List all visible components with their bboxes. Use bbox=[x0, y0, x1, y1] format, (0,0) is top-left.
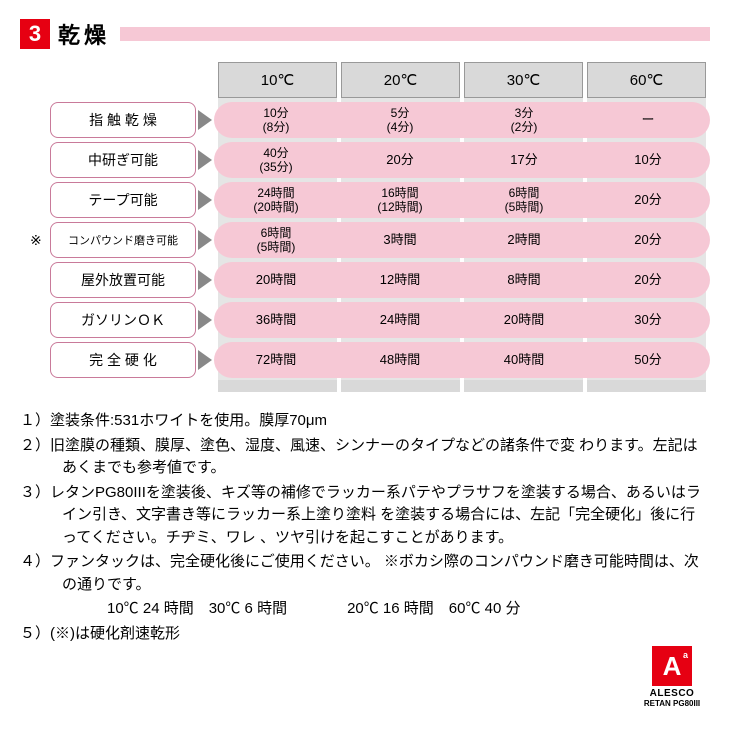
arrow-icon bbox=[198, 230, 212, 250]
cell: 20分 bbox=[586, 272, 710, 288]
col-header: 60℃ bbox=[587, 62, 706, 98]
drying-table: 10℃ 20℃ 30℃ 60℃ 指 触 乾 燥 10分(8分)5分(4分)3分(2… bbox=[50, 62, 710, 378]
col-header: 30℃ bbox=[464, 62, 583, 98]
table-row: 指 触 乾 燥 10分(8分)5分(4分)3分(2分)ー bbox=[50, 102, 710, 138]
cell: 12時間 bbox=[338, 272, 462, 288]
arrow-icon bbox=[198, 350, 212, 370]
note-line: ４）ファンタックは、完全硬化後にご使用ください。 ※ボカシ際のコンパウンド磨き可… bbox=[20, 551, 710, 596]
arrow-icon bbox=[198, 150, 212, 170]
cell: 6時間(5時間) bbox=[462, 186, 586, 215]
table-row: テープ可能 24時間(20時間)16時間(12時間)6時間(5時間)20分 bbox=[50, 182, 710, 218]
cell: 20時間 bbox=[462, 312, 586, 328]
brand-logo: Aa ALESCO RETAN PG80III bbox=[636, 646, 708, 708]
data-pill: 6時間(5時間)3時間2時間20分 bbox=[214, 222, 710, 258]
cell: 30分 bbox=[586, 312, 710, 328]
asterisk-marker: ※ bbox=[30, 232, 42, 249]
table-row: 中研ぎ可能 40分(35分)20分17分10分 bbox=[50, 142, 710, 178]
cell: 48時間 bbox=[338, 352, 462, 368]
note-line: 10℃ 24 時間 30℃ 6 時間 20℃ 16 時間 60℃ 40 分 bbox=[20, 598, 710, 621]
row-label: 指 触 乾 燥 bbox=[50, 102, 196, 138]
row-label: コンパウンド磨き可能 bbox=[50, 222, 196, 258]
logo-brand: ALESCO bbox=[636, 688, 708, 699]
cell: 24時間 bbox=[338, 312, 462, 328]
column-headers: 10℃ 20℃ 30℃ 60℃ bbox=[218, 62, 710, 98]
cell: 2時間 bbox=[462, 232, 586, 248]
cell: 6時間(5時間) bbox=[214, 226, 338, 255]
logo-product: RETAN PG80III bbox=[636, 699, 708, 708]
cell: 24時間(20時間) bbox=[214, 186, 338, 215]
section-header: 3 乾燥 bbox=[20, 18, 710, 50]
section-title: 乾燥 bbox=[58, 18, 110, 50]
note-line: ５）(※)は硬化剤速乾形 bbox=[20, 623, 710, 646]
table-row: 完 全 硬 化 72時間48時間40時間50分 bbox=[50, 342, 710, 378]
cell: 40分(35分) bbox=[214, 146, 338, 175]
cell: 50分 bbox=[586, 352, 710, 368]
arrow-icon bbox=[198, 110, 212, 130]
cell: 20分 bbox=[586, 232, 710, 248]
row-label: 完 全 硬 化 bbox=[50, 342, 196, 378]
cell: 20分 bbox=[586, 192, 710, 208]
cell: 8時間 bbox=[462, 272, 586, 288]
cell: 20分 bbox=[338, 152, 462, 168]
row-label: 中研ぎ可能 bbox=[50, 142, 196, 178]
data-pill: 36時間24時間20時間30分 bbox=[214, 302, 710, 338]
cell: 3時間 bbox=[338, 232, 462, 248]
bottom-strips bbox=[218, 380, 710, 392]
cell: 17分 bbox=[462, 152, 586, 168]
note-line: ２）旧塗膜の種類、膜厚、塗色、湿度、風速、シンナーのタイプなどの諸条件で変 わり… bbox=[20, 435, 710, 480]
cell: 3分(2分) bbox=[462, 106, 586, 135]
cell: 10分(8分) bbox=[214, 106, 338, 135]
row-label: 屋外放置可能 bbox=[50, 262, 196, 298]
table-row: 屋外放置可能 20時間12時間8時間20分 bbox=[50, 262, 710, 298]
arrow-icon bbox=[198, 270, 212, 290]
table-row: ガソリンＯＫ 36時間24時間20時間30分 bbox=[50, 302, 710, 338]
header-bar bbox=[120, 27, 710, 41]
data-pill: 72時間48時間40時間50分 bbox=[214, 342, 710, 378]
note-line: １）塗装条件:531ホワイトを使用。膜厚70μm bbox=[20, 410, 710, 433]
cell: 5分(4分) bbox=[338, 106, 462, 135]
cell: 20時間 bbox=[214, 272, 338, 288]
table-row: ※コンパウンド磨き可能6時間(5時間)3時間2時間20分 bbox=[50, 222, 710, 258]
note-line: ３）レタンPG80IIIを塗装後、キズ等の補修でラッカー系パテやプラサフを塗装す… bbox=[20, 482, 710, 550]
data-pill: 20時間12時間8時間20分 bbox=[214, 262, 710, 298]
logo-mark: Aa bbox=[652, 646, 692, 686]
cell: 72時間 bbox=[214, 352, 338, 368]
arrow-icon bbox=[198, 310, 212, 330]
cell: 36時間 bbox=[214, 312, 338, 328]
col-header: 20℃ bbox=[341, 62, 460, 98]
cell: 16時間(12時間) bbox=[338, 186, 462, 215]
cell: 10分 bbox=[586, 152, 710, 168]
row-label: ガソリンＯＫ bbox=[50, 302, 196, 338]
data-pill: 24時間(20時間)16時間(12時間)6時間(5時間)20分 bbox=[214, 182, 710, 218]
arrow-icon bbox=[198, 190, 212, 210]
col-header: 10℃ bbox=[218, 62, 337, 98]
cell: ー bbox=[586, 112, 710, 128]
row-label: テープ可能 bbox=[50, 182, 196, 218]
data-pill: 10分(8分)5分(4分)3分(2分)ー bbox=[214, 102, 710, 138]
notes-section: １）塗装条件:531ホワイトを使用。膜厚70μm２）旧塗膜の種類、膜厚、塗色、湿… bbox=[20, 410, 710, 645]
data-pill: 40分(35分)20分17分10分 bbox=[214, 142, 710, 178]
section-number: 3 bbox=[20, 19, 50, 49]
cell: 40時間 bbox=[462, 352, 586, 368]
